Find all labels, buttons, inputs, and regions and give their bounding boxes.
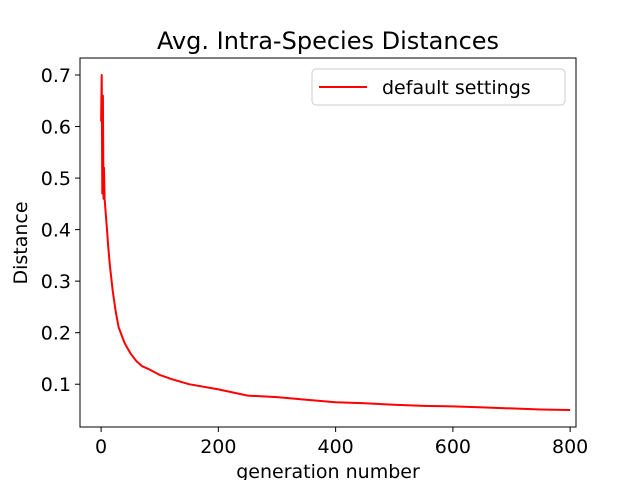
- x-axis-label: generation number: [236, 461, 420, 480]
- series-line-0: [100, 74, 571, 411]
- y-tick-label: 0.2: [41, 323, 71, 345]
- legend-box: [311, 68, 566, 106]
- x-tick-label: 200: [200, 436, 236, 458]
- plot-area: [80, 58, 576, 427]
- y-axis-label: Distance: [10, 201, 32, 284]
- y-tick-label: 0.6: [41, 117, 71, 139]
- legend: default settings: [311, 68, 566, 106]
- y-tick-label: 0.5: [41, 168, 71, 190]
- y-tick-label: 0.3: [41, 271, 71, 293]
- x-tick-label: 400: [317, 436, 353, 458]
- x-tick-label: 600: [435, 436, 471, 458]
- y-tick-label: 0.1: [41, 374, 71, 396]
- axis-ticks: 0 200 400 600 800 0.1 0.2 0.3 0.4 0.5 0.6 0.7: [41, 65, 588, 458]
- x-tick-label: 0: [95, 436, 107, 458]
- legend-label: default settings: [382, 77, 531, 99]
- x-tick-label: 800: [552, 436, 588, 458]
- plot-frame: [79, 57, 577, 428]
- y-tick-label: 0.4: [41, 220, 71, 242]
- plot-content: [100, 74, 571, 411]
- y-tick-label: 0.7: [41, 65, 71, 87]
- chart-title: Avg. Intra-Species Distances: [157, 27, 499, 55]
